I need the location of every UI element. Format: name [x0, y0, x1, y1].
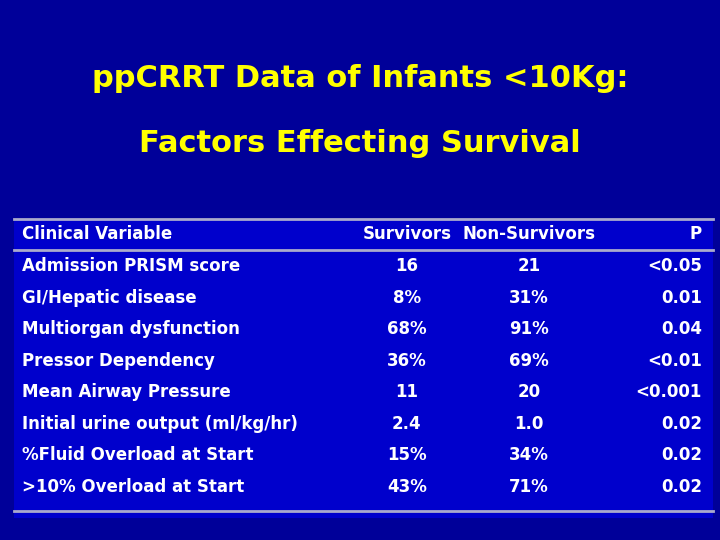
- Text: 0.04: 0.04: [661, 320, 702, 338]
- Text: Multiorgan dysfunction: Multiorgan dysfunction: [22, 320, 240, 338]
- Text: ppCRRT Data of Infants <10Kg:: ppCRRT Data of Infants <10Kg:: [91, 64, 629, 93]
- Text: 43%: 43%: [387, 478, 427, 496]
- Text: 11: 11: [395, 383, 418, 401]
- Text: 0.02: 0.02: [661, 478, 702, 496]
- Text: 1.0: 1.0: [515, 415, 544, 433]
- Text: 0.02: 0.02: [661, 415, 702, 433]
- Text: <0.05: <0.05: [647, 257, 702, 275]
- Text: %Fluid Overload at Start: %Fluid Overload at Start: [22, 446, 253, 464]
- Text: Factors Effecting Survival: Factors Effecting Survival: [139, 129, 581, 158]
- Text: Clinical Variable: Clinical Variable: [22, 226, 172, 244]
- Text: Mean Airway Pressure: Mean Airway Pressure: [22, 383, 230, 401]
- Text: <0.001: <0.001: [636, 383, 702, 401]
- Text: 31%: 31%: [509, 288, 549, 307]
- Text: Initial urine output (ml/kg/hr): Initial urine output (ml/kg/hr): [22, 415, 297, 433]
- Text: 21: 21: [518, 257, 541, 275]
- Text: Pressor Dependency: Pressor Dependency: [22, 352, 215, 370]
- Text: P: P: [690, 226, 702, 244]
- Text: 68%: 68%: [387, 320, 427, 338]
- Text: 20: 20: [518, 383, 541, 401]
- Text: Survivors: Survivors: [362, 226, 451, 244]
- Text: GI/Hepatic disease: GI/Hepatic disease: [22, 288, 197, 307]
- Text: 2.4: 2.4: [392, 415, 422, 433]
- Text: 15%: 15%: [387, 446, 427, 464]
- Text: 69%: 69%: [509, 352, 549, 370]
- Text: 36%: 36%: [387, 352, 427, 370]
- Text: 0.01: 0.01: [661, 288, 702, 307]
- Text: 71%: 71%: [509, 478, 549, 496]
- Text: 34%: 34%: [509, 446, 549, 464]
- Text: 8%: 8%: [392, 288, 421, 307]
- Text: Admission PRISM score: Admission PRISM score: [22, 257, 240, 275]
- Text: Non-Survivors: Non-Survivors: [463, 226, 595, 244]
- Text: >10% Overload at Start: >10% Overload at Start: [22, 478, 244, 496]
- Text: <0.01: <0.01: [647, 352, 702, 370]
- Text: 91%: 91%: [509, 320, 549, 338]
- Text: 0.02: 0.02: [661, 446, 702, 464]
- Text: 16: 16: [395, 257, 418, 275]
